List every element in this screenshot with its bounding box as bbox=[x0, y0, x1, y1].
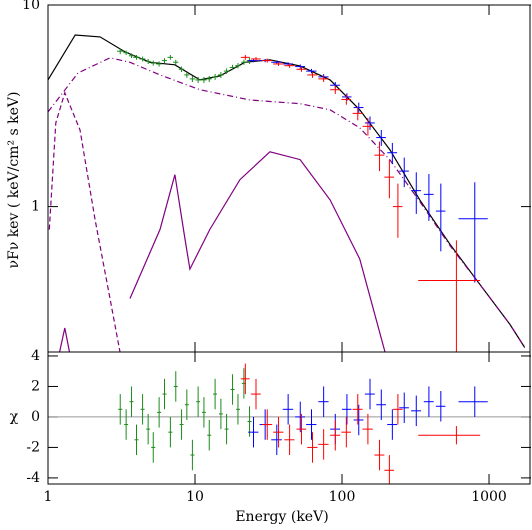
plot-frame bbox=[47, 4, 531, 353]
x-tick-label: 100 bbox=[329, 489, 356, 505]
x-tick-label: 10 bbox=[186, 489, 204, 505]
y-tick-label: 1 bbox=[31, 199, 40, 215]
y-tick-label: -2 bbox=[26, 439, 40, 455]
y-tick-label: 4 bbox=[31, 348, 40, 364]
x-tick-label: 1000 bbox=[471, 489, 507, 505]
model-line bbox=[59, 151, 386, 353]
plot-frame bbox=[47, 351, 531, 485]
y-tick-label: 0 bbox=[31, 409, 40, 425]
y-axis-label: νFν kev ( keV/cm² s keV) bbox=[6, 92, 22, 269]
model-line bbox=[48, 91, 121, 353]
model-line bbox=[47, 34, 526, 348]
y-tick-label: 10 bbox=[22, 0, 40, 13]
residual-axis-label: χ bbox=[10, 409, 19, 425]
y-tick-label: 2 bbox=[31, 378, 40, 394]
x-axis-label: Energy (keV) bbox=[235, 509, 328, 525]
model-line bbox=[47, 57, 526, 348]
x-tick-label: 1 bbox=[44, 489, 53, 505]
y-tick-label: -4 bbox=[26, 470, 40, 486]
